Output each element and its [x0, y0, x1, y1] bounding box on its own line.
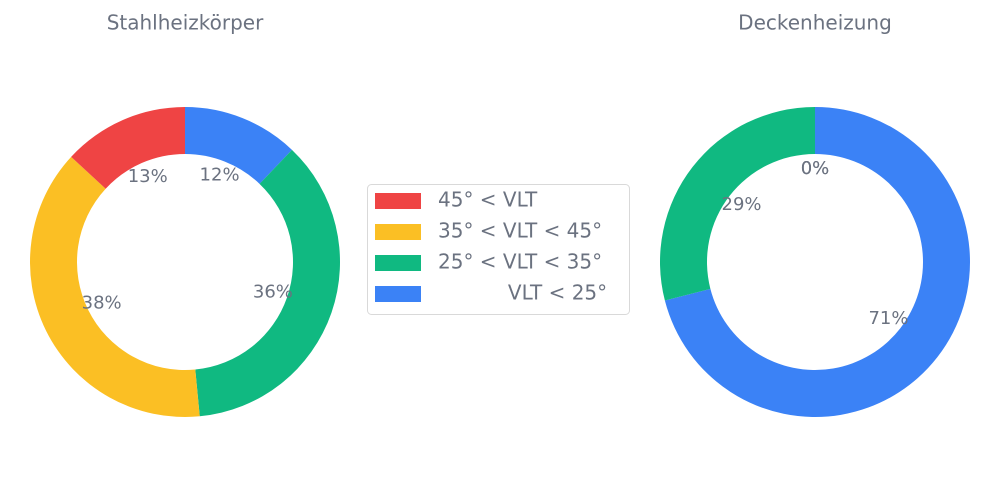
legend-box: [367, 184, 630, 315]
wedge: [660, 107, 815, 301]
chart-title: Deckenheizung: [738, 11, 892, 35]
value-label: 0%: [801, 158, 830, 179]
legend-swatch: [375, 286, 421, 302]
value-label: 0%: [801, 158, 830, 179]
wedge: [29, 156, 200, 418]
legend-swatch: [375, 255, 421, 271]
wedge: [71, 107, 185, 189]
legend-label: 45° < VLT: [438, 188, 538, 212]
legend-label: 35° < VLT < 45°: [438, 219, 602, 243]
value-label: 12%: [200, 165, 240, 186]
legend-label: 25° < VLT < 35°: [438, 250, 602, 274]
value-label: 71%: [868, 308, 908, 329]
wedge: [185, 107, 292, 184]
value-label: 13%: [128, 166, 168, 187]
chart-title: Stahlheizkörper: [107, 11, 264, 35]
value-label: 38%: [82, 292, 122, 313]
value-label: 29%: [722, 194, 762, 215]
legend-label: VLT < 25°: [438, 281, 607, 305]
wedge: [195, 149, 341, 417]
wedge: [664, 107, 971, 417]
legend-swatch: [375, 193, 421, 209]
value-label: 36%: [253, 281, 293, 302]
legend-swatch: [375, 224, 421, 240]
